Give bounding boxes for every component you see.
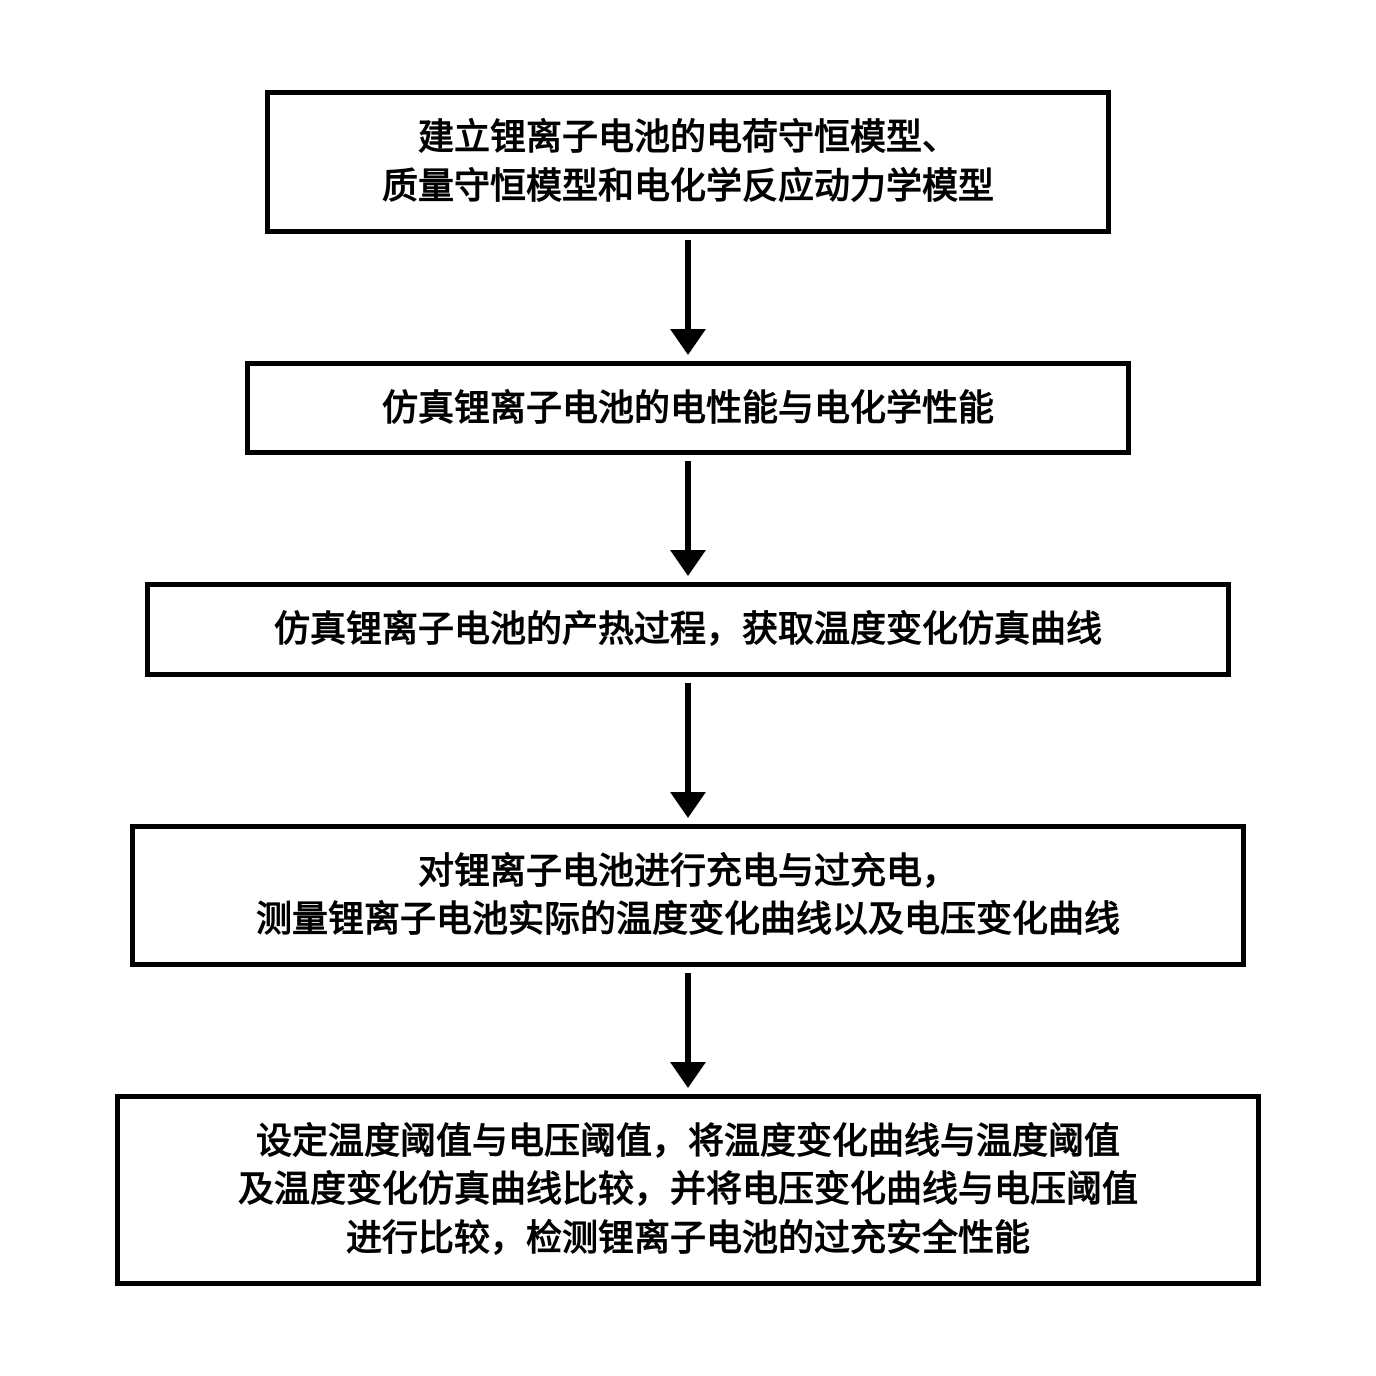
node-line: 进行比较，检测锂离子电池的过充安全性能	[148, 1214, 1228, 1263]
flow-node-1: 建立锂离子电池的电荷守恒模型、 质量守恒模型和电化学反应动力学模型	[265, 90, 1111, 233]
arrow-shaft	[685, 240, 691, 330]
node-line: 设定温度阈值与电压阈值，将温度变化曲线与温度阈值	[148, 1117, 1228, 1166]
flow-arrow-3	[670, 683, 706, 818]
flow-node-3: 仿真锂离子电池的产热过程，获取温度变化仿真曲线	[145, 582, 1231, 677]
arrow-head	[670, 329, 706, 355]
arrow-shaft	[685, 461, 691, 551]
arrow-head	[670, 550, 706, 576]
node-line: 质量守恒模型和电化学反应动力学模型	[298, 162, 1078, 211]
node-line: 建立锂离子电池的电荷守恒模型、	[298, 113, 1078, 162]
flow-node-2: 仿真锂离子电池的电性能与电化学性能	[245, 361, 1131, 456]
node-line: 仿真锂离子电池的产热过程，获取温度变化仿真曲线	[178, 605, 1198, 654]
arrow-shaft	[685, 973, 691, 1063]
flow-node-5: 设定温度阈值与电压阈值，将温度变化曲线与温度阈值 及温度变化仿真曲线比较，并将电…	[115, 1094, 1261, 1286]
flow-node-4: 对锂离子电池进行充电与过充电， 测量锂离子电池实际的温度变化曲线以及电压变化曲线	[130, 824, 1246, 967]
node-line: 对锂离子电池进行充电与过充电，	[163, 847, 1213, 896]
arrow-head	[670, 792, 706, 818]
node-line: 及温度变化仿真曲线比较，并将电压变化曲线与电压阈值	[148, 1165, 1228, 1214]
arrow-head	[670, 1062, 706, 1088]
flow-arrow-4	[670, 973, 706, 1088]
flow-arrow-1	[670, 240, 706, 355]
flowchart-container: 建立锂离子电池的电荷守恒模型、 质量守恒模型和电化学反应动力学模型 仿真锂离子电…	[75, 60, 1301, 1315]
arrow-shaft	[685, 683, 691, 793]
node-line: 测量锂离子电池实际的温度变化曲线以及电压变化曲线	[163, 895, 1213, 944]
node-line: 仿真锂离子电池的电性能与电化学性能	[278, 384, 1098, 433]
flow-arrow-2	[670, 461, 706, 576]
